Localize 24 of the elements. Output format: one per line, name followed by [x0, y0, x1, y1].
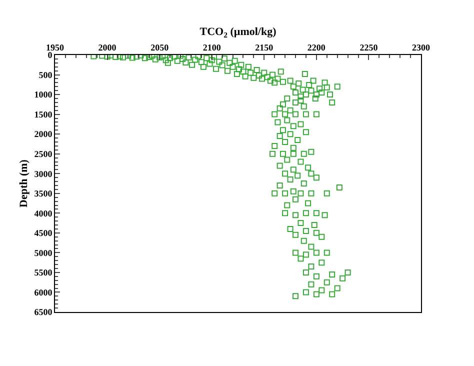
y-tick-label: 1500 — [34, 109, 53, 120]
y-tick-label: 4000 — [34, 208, 53, 218]
x-tick-label: 2100 — [202, 42, 222, 52]
y-tick-label: 5000 — [34, 248, 53, 258]
x-tick-label: 2050 — [150, 42, 170, 52]
y-tick-label: 5500 — [34, 268, 53, 278]
x-tick-label: 2000 — [98, 42, 117, 52]
y-tick-label: 0 — [48, 50, 53, 60]
x-tick-label: 2150 — [255, 42, 274, 52]
y-tick-label: 6500 — [34, 307, 53, 318]
y-tick-label: 6000 — [34, 287, 53, 298]
y-tick-label: 500 — [38, 70, 53, 80]
x-tick-label: 2250 — [360, 42, 378, 52]
x-axis-title: TCO$_{2}$ (µmol/kg) — [200, 26, 277, 40]
y-tick-label: 3000 — [34, 168, 53, 179]
y-tick-label: 1000 — [34, 90, 53, 100]
x-tick-label: 2200 — [307, 42, 326, 52]
y-tick-label: 2000 — [34, 129, 53, 140]
y-tick-label: 2500 — [34, 149, 53, 159]
x-tick-label: 1950 — [46, 42, 64, 52]
y-tick-label: 4500 — [34, 228, 53, 238]
y-axis-title: Depth (m) — [18, 159, 30, 208]
x-tick-label: 2300 — [412, 42, 430, 52]
y-tick-label: 3500 — [34, 188, 53, 199]
